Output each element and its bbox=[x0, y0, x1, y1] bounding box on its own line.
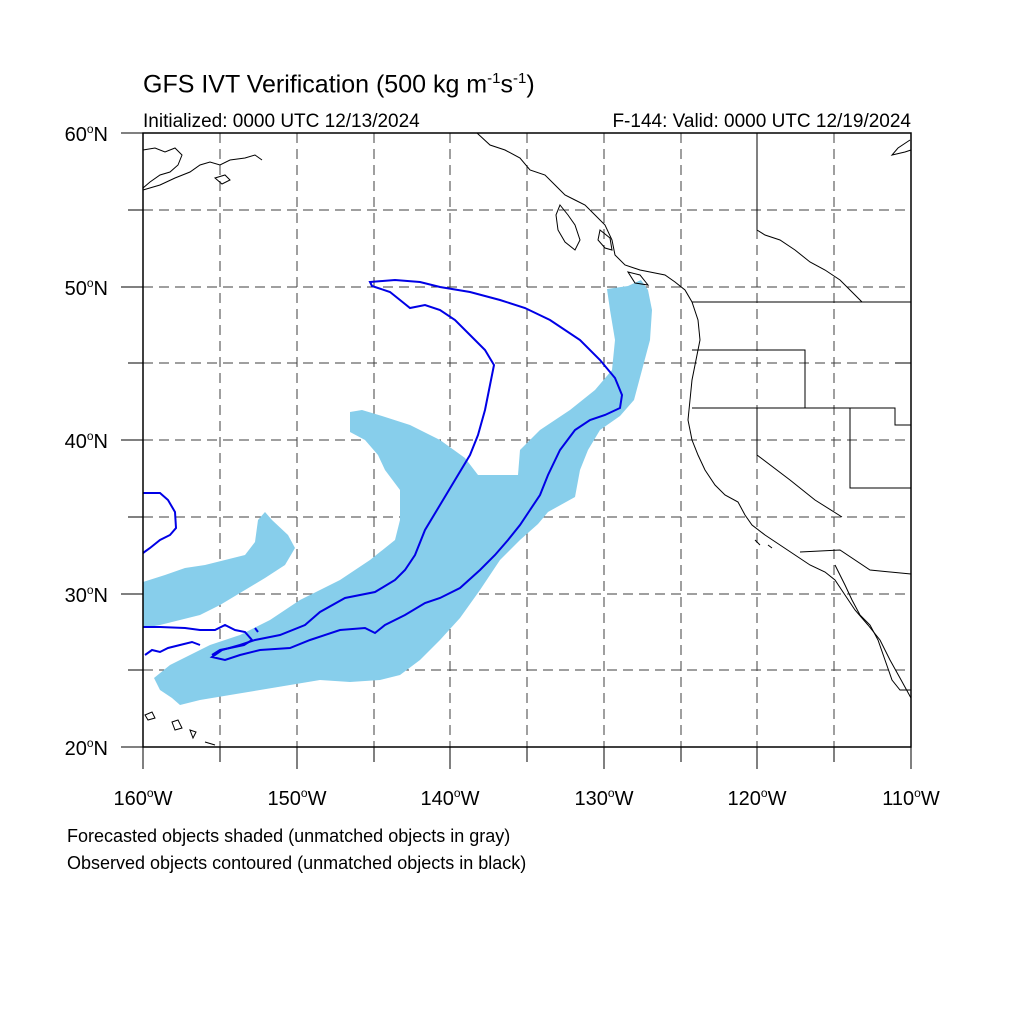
caption-observed: Observed objects contoured (unmatched ob… bbox=[67, 853, 527, 873]
observed-contour-west bbox=[142, 492, 178, 554]
forecast-object-main bbox=[154, 280, 652, 705]
lon-label-140w: 140oW bbox=[420, 786, 480, 810]
lon-label-110w: 110oW bbox=[882, 786, 940, 810]
lat-label-20n: 20oN bbox=[64, 736, 108, 760]
caption-forecast: Forecasted objects shaded (unmatched obj… bbox=[67, 826, 511, 846]
lat-label-30n: 30oN bbox=[64, 583, 108, 607]
lon-label-160w: 160oW bbox=[113, 786, 173, 810]
lat-label-40n: 40oN bbox=[64, 429, 108, 453]
lat-label-60n: 60oN bbox=[64, 122, 108, 146]
lat-label-50n: 50oN bbox=[64, 276, 108, 300]
initialized-time: Initialized: 0000 UTC 12/13/2024 bbox=[143, 111, 420, 132]
valid-time: F-144: Valid: 0000 UTC 12/19/2024 bbox=[612, 111, 911, 132]
lon-label-130w: 130oW bbox=[574, 786, 634, 810]
lon-label-150w: 150oW bbox=[267, 786, 327, 810]
observed-contour-islands bbox=[143, 623, 259, 656]
observed-contour-main bbox=[209, 278, 624, 662]
coastlines bbox=[142, 132, 912, 746]
chart-title: GFS IVT Verification (500 kg m-1s-1) bbox=[143, 70, 535, 99]
lon-label-120w: 120oW bbox=[727, 786, 787, 810]
axis-ticks bbox=[121, 132, 912, 769]
forecast-object-west bbox=[143, 512, 295, 628]
